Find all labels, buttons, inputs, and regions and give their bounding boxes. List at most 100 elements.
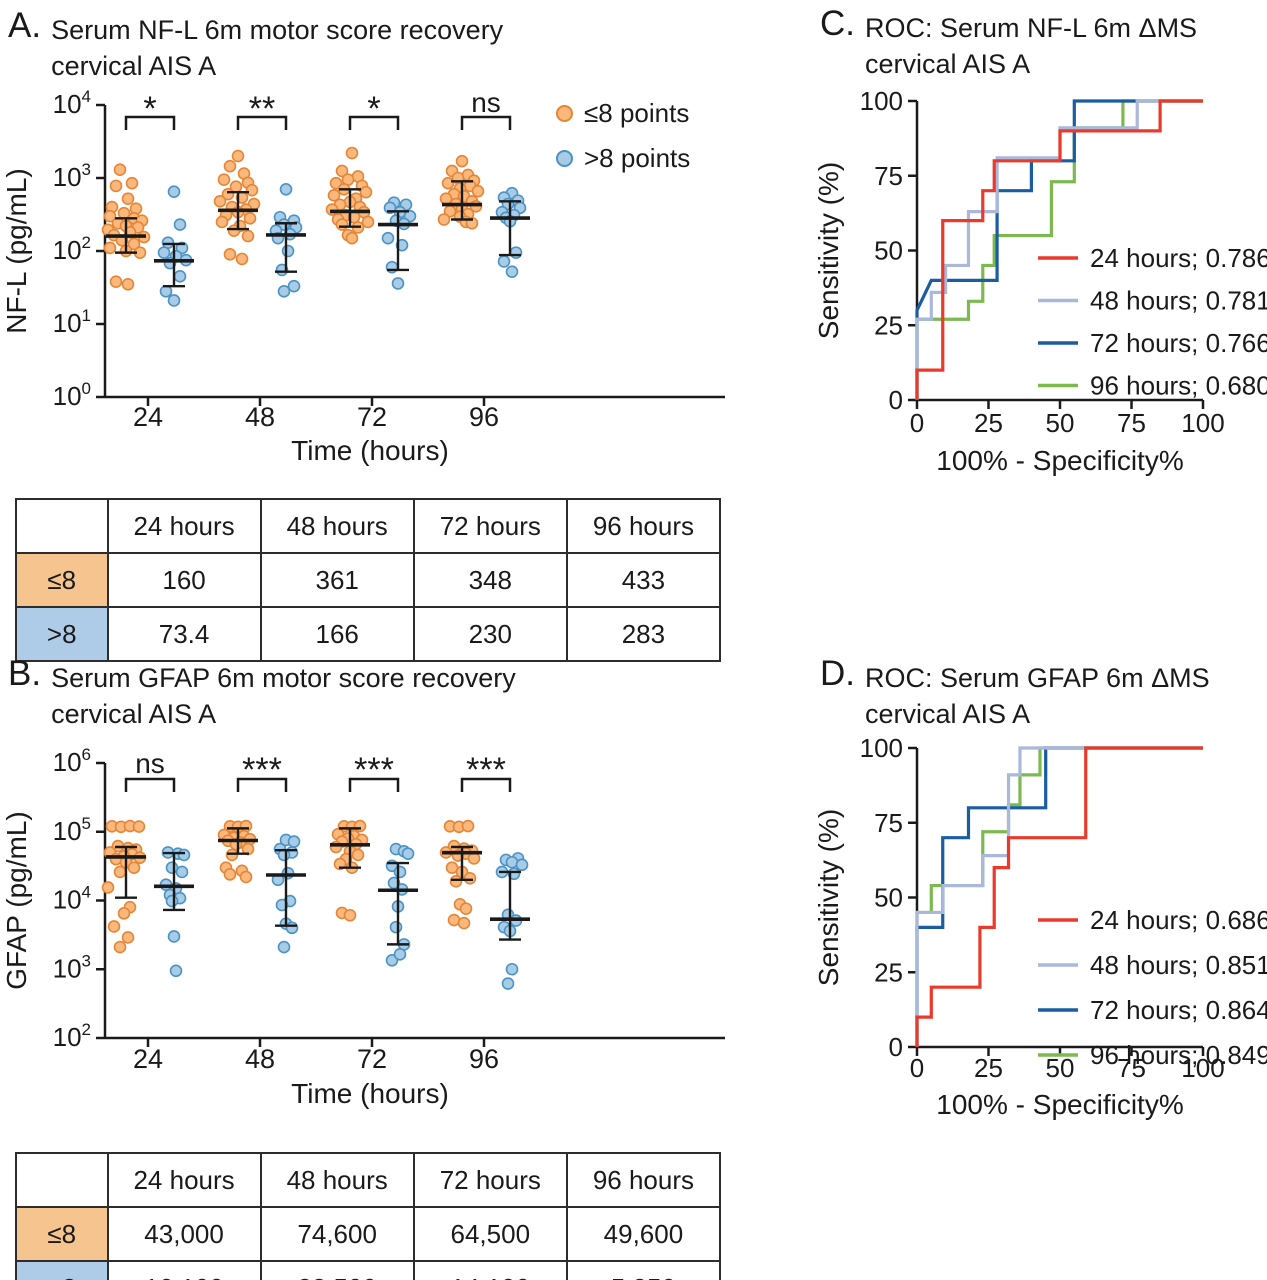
- y-tick-label: 0: [889, 1032, 903, 1062]
- y-tick-label: 103: [53, 160, 91, 192]
- table-cell: 64,500: [412, 1206, 568, 1262]
- data-point: [501, 977, 515, 990]
- data-point: [395, 238, 409, 252]
- legend-label: 72 hours; 0.766: [1090, 328, 1267, 358]
- y-tick-label: 104: [53, 883, 91, 915]
- x-axis-label: 100% - Specificity%: [936, 1089, 1183, 1120]
- data-point: [471, 184, 485, 198]
- data-point: [213, 194, 227, 208]
- table-col-header: 24 hours: [106, 498, 262, 554]
- table-cell: 43,000: [106, 1206, 262, 1262]
- sig-bracket: [124, 115, 176, 130]
- panel-d-title-line1: ROC: Serum GFAP 6m ΔMS: [865, 663, 1210, 693]
- data-point: [169, 964, 183, 978]
- data-point: [281, 866, 295, 880]
- data-point: [463, 872, 477, 885]
- y-tick-label: 102: [53, 1020, 91, 1052]
- sig-label: ns: [471, 87, 501, 118]
- data-point: [173, 270, 187, 283]
- panel-c-title-line2: cervical AIS A: [865, 48, 1031, 79]
- legend-label: 48 hours; 0.851: [1090, 950, 1267, 980]
- x-tick-label: 50: [1046, 408, 1075, 438]
- data-point: [393, 947, 407, 961]
- data-point: [335, 164, 349, 178]
- data-point: [361, 215, 375, 229]
- data-point: [121, 192, 135, 206]
- data-point: [239, 870, 253, 884]
- data-point: [167, 294, 181, 307]
- x-tick-label: 100: [1181, 408, 1224, 438]
- sig-label: ***: [242, 751, 282, 789]
- scatter-legend: ≤8 points >8 points: [556, 98, 690, 174]
- sig-label: ***: [354, 751, 394, 789]
- table-row: >816,10023,50014,1005,350: [15, 1260, 722, 1280]
- data-point: [113, 163, 127, 176]
- median-table: 24 hours 48 hours 72 hours 96 hours ≤8 160 361…: [15, 498, 722, 662]
- table-cell: 166: [259, 606, 415, 662]
- roc-curve-72hours: [915, 746, 1203, 1047]
- data-point: [389, 920, 403, 934]
- data-point: [287, 279, 301, 293]
- y-tick-label: 25: [874, 310, 903, 340]
- data-point: [345, 231, 359, 245]
- x-tick-label: 24: [133, 402, 163, 432]
- le8-group-72h: [325, 146, 375, 245]
- x-tick-label: 25: [974, 1053, 1003, 1083]
- table-col-header: 48 hours: [259, 1152, 415, 1208]
- y-tick-label: 100: [860, 86, 903, 116]
- panel-b-title: B. Serum GFAP 6m motor score recovery ce…: [8, 654, 516, 732]
- panel-d-title-text: ROC: Serum GFAP 6m ΔMS cervical AIS A: [865, 656, 1210, 732]
- sig-bracket: [236, 777, 288, 792]
- table-col-header: 72 hours: [412, 498, 568, 554]
- gt8-group-48h: [266, 183, 306, 298]
- data-point: [455, 154, 469, 168]
- data-point: [165, 894, 179, 908]
- gt8-group-24h: [154, 185, 194, 307]
- panel-d-letter: D.: [820, 654, 855, 693]
- table-cell: 73.4: [106, 606, 262, 662]
- panel-d-title: D. ROC: Serum GFAP 6m ΔMS cervical AIS A: [820, 654, 1210, 732]
- data-point: [281, 244, 295, 258]
- table-cell: 49,600: [565, 1206, 722, 1262]
- panel-b-letter: B.: [8, 654, 42, 693]
- le8-group-72h: [329, 819, 370, 922]
- sig-bracket: [236, 115, 288, 130]
- x-tick-label: 100: [1181, 1053, 1224, 1083]
- data-point: [235, 252, 249, 266]
- data-point: [239, 819, 253, 833]
- table-cell: 160: [106, 552, 262, 608]
- x-tick-label: 75: [1117, 1053, 1146, 1083]
- panel-b-title-line1: Serum GFAP 6m motor score recovery: [51, 663, 516, 693]
- data-point: [217, 173, 231, 186]
- data-point: [461, 819, 475, 833]
- panel-b-title-line2: cervical AIS A: [51, 698, 217, 729]
- data-point: [132, 820, 146, 833]
- gt8-group-96h: [490, 852, 530, 990]
- gt8-group-72h: [378, 842, 418, 967]
- data-point: [157, 246, 171, 259]
- data-point: [459, 902, 473, 915]
- data-point: [449, 875, 463, 888]
- le8-group-48h: [217, 819, 258, 884]
- y-tick-label: 101: [53, 306, 91, 338]
- data-point: [351, 848, 365, 862]
- panel-a-title-text: Serum NF-L 6m motor score recovery cervi…: [51, 8, 503, 84]
- data-point: [277, 285, 291, 298]
- x-tick-label: 72: [357, 402, 387, 432]
- data-point: [393, 865, 407, 879]
- data-point: [121, 931, 135, 944]
- table-cell: 16,100: [106, 1260, 262, 1280]
- table-cell: 5,350: [565, 1260, 722, 1280]
- data-point: [109, 275, 123, 288]
- roc-curve-48hours: [915, 99, 1203, 400]
- data-point: [343, 908, 357, 922]
- roc-curve-48hours: [915, 746, 1203, 1047]
- data-point: [223, 248, 237, 261]
- table-cell: 433: [565, 552, 722, 608]
- x-tick-label: 72: [357, 1044, 387, 1074]
- y-tick-label: 103: [53, 951, 91, 983]
- data-point: [109, 179, 123, 193]
- sig-bracket: [124, 777, 176, 792]
- sig-label: *: [367, 90, 380, 128]
